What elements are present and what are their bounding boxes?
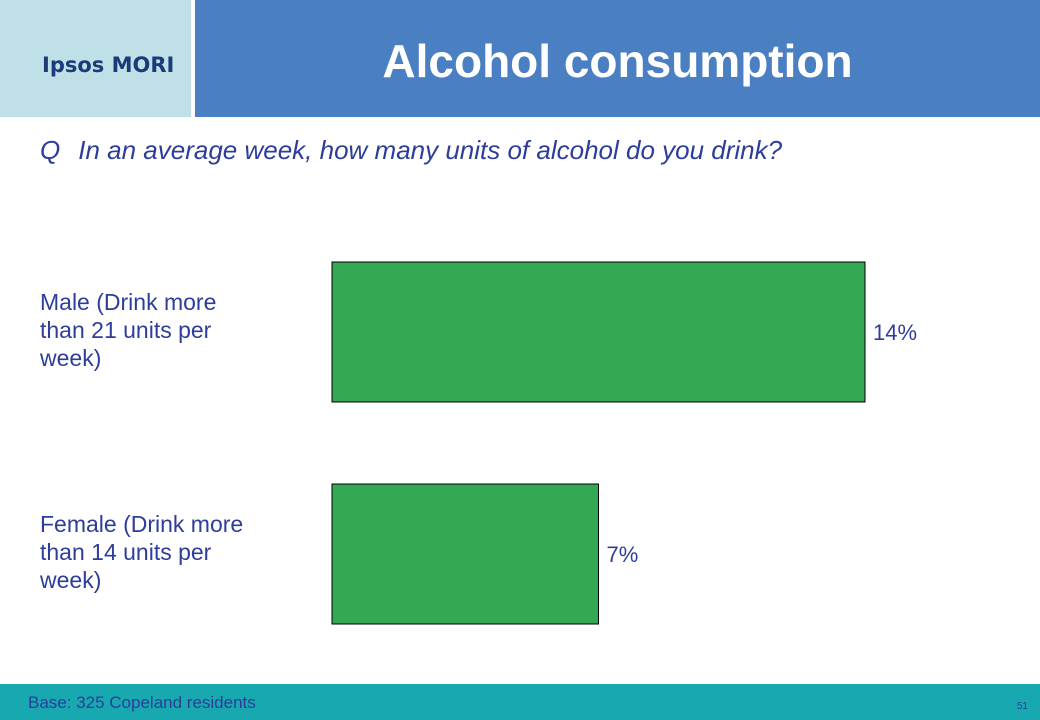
question-prefix: Q <box>40 135 61 165</box>
base-note: Base: 325 Copeland residents <box>28 693 256 712</box>
data-label-0: 14% <box>873 320 917 345</box>
category-label-line: week) <box>40 567 102 593</box>
category-label-line: Male (Drink more <box>40 289 217 315</box>
page-title: Alcohol consumption <box>382 35 853 87</box>
footer-bar: Base: 325 Copeland residents 51 <box>0 684 1040 720</box>
category-label-male: Male (Drink more than 21 units per week) <box>40 288 310 372</box>
category-label-line: Female (Drink more <box>40 511 244 537</box>
page-number: 51 <box>1016 701 1028 712</box>
logo-panel: Ipsos MORI <box>0 0 191 117</box>
survey-question: Q In an average week, how many units of a… <box>40 135 1020 166</box>
category-label-line: week) <box>40 345 102 371</box>
question-text: In an average week, how many units of al… <box>78 135 783 165</box>
bar-1 <box>331 483 599 625</box>
category-label-female: Female (Drink more than 14 units per wee… <box>40 510 310 594</box>
ipsos-mori-logo: Ipsos MORI <box>42 53 175 77</box>
category-label-line: than 21 units per <box>40 317 212 343</box>
data-label-1: 7% <box>607 542 639 567</box>
header-bar: Alcohol consumption <box>195 0 1040 117</box>
bar-0 <box>331 261 866 403</box>
category-label-line: than 14 units per <box>40 539 212 565</box>
